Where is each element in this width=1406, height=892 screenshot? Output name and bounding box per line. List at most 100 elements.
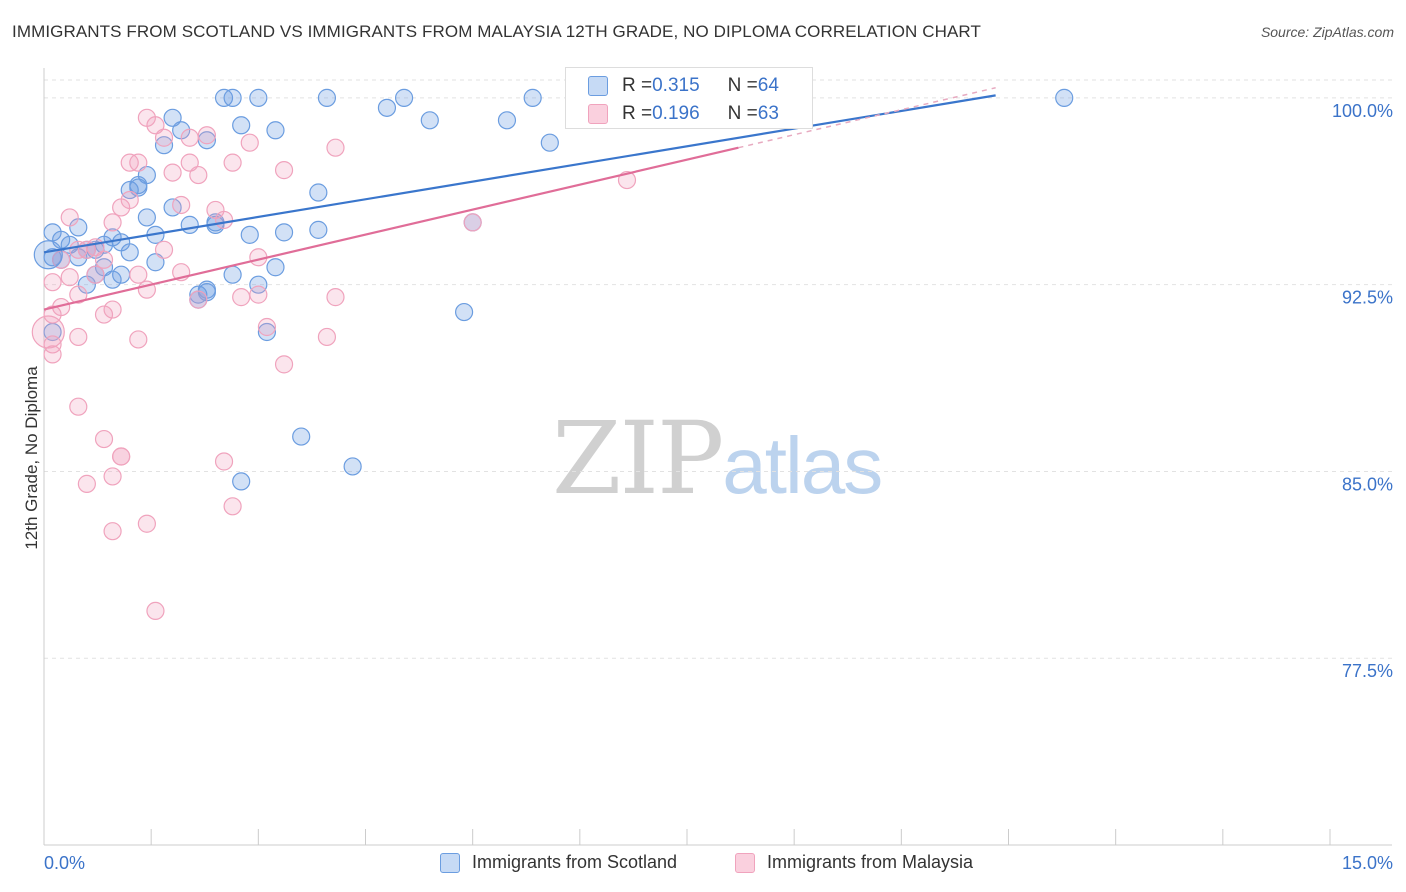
malaysia-point — [129, 153, 148, 172]
malaysia-point — [86, 265, 105, 284]
malaysia-point — [60, 268, 79, 287]
malaysia-point — [317, 327, 337, 347]
scotland-point — [377, 98, 397, 117]
scotland-trend-line — [43, 94, 996, 254]
malaysia-point — [214, 210, 234, 230]
malaysia-point — [154, 128, 174, 147]
malaysia-point — [180, 153, 199, 172]
legend-swatch-scotland — [440, 852, 460, 873]
scotland-point — [33, 240, 63, 270]
malaysia-point — [129, 265, 148, 284]
scotland-point — [540, 133, 559, 152]
n-label-scotland: N = — [727, 75, 758, 96]
legend-item-scotland[interactable]: Immigrants from Scotland — [440, 852, 677, 873]
scotland-point — [454, 302, 474, 322]
r-label-malaysia: R = — [622, 103, 653, 124]
malaysia-point — [94, 250, 114, 269]
scotland-point — [240, 225, 259, 244]
scotland-point — [420, 111, 439, 130]
malaysia-trend-line — [43, 146, 739, 311]
malaysia-point — [240, 133, 259, 152]
malaysia-trend-extension — [738, 87, 996, 149]
axes — [43, 68, 1392, 846]
scotland-point — [309, 220, 328, 239]
scotland-point — [154, 136, 174, 155]
scotland-point — [249, 275, 268, 294]
watermark-zip: ZIP — [552, 400, 724, 517]
scotland-point — [223, 265, 242, 284]
malaysia-point — [43, 345, 62, 364]
malaysia-point — [326, 288, 345, 307]
malaysia-point — [69, 327, 88, 347]
malaysia-point — [326, 138, 345, 157]
malaysia-point — [43, 273, 62, 292]
r-value-malaysia: 0.196 — [652, 103, 700, 124]
stats-row-scotland: R = 0.315 N = 64 — [588, 75, 779, 97]
x-tick-label-max: 15.0% — [1342, 853, 1393, 873]
malaysia-point — [120, 190, 139, 210]
malaysia-point — [249, 285, 268, 304]
malaysia-point — [94, 429, 114, 449]
legend-label-scotland: Immigrants from Scotland — [472, 852, 678, 872]
legend-label-malaysia: Immigrants from Malaysia — [767, 852, 974, 872]
scotland-point — [146, 253, 165, 272]
gridlines — [44, 79, 1392, 659]
malaysia-point — [223, 153, 242, 172]
scotland-point — [180, 215, 199, 234]
y-tick-label: 92.5% — [1342, 288, 1393, 308]
scotland-point — [137, 208, 156, 227]
r-label-scotland: R = — [622, 75, 653, 96]
tick-labels: 77.5% 85.0% 92.5% 100.0% 0.0% 15.0% 12th Grade… — [22, 101, 1393, 873]
malaysia-point — [103, 300, 122, 319]
malaysia-point — [146, 116, 165, 135]
scotland-point — [309, 183, 328, 202]
malaysia-point — [197, 126, 216, 145]
malaysia-point — [274, 355, 294, 374]
scotland-point — [232, 116, 251, 135]
y-tick-label: 77.5% — [1342, 661, 1393, 681]
stats-legend: R = 0.315 N = 64 R = 0.196 N = 63 — [565, 67, 813, 129]
trend-lines — [43, 87, 996, 311]
scotland-point — [120, 243, 139, 262]
n-value-scotland: 64 — [757, 75, 779, 96]
malaysia-point — [77, 474, 96, 493]
chart-source: Source: ZipAtlas.com — [1260, 24, 1394, 40]
watermark-atlas: atlas — [722, 421, 883, 510]
malaysia-point — [31, 315, 65, 349]
chart-title: IMMIGRANTS FROM SCOTLAND VS IMMIGRANTS F… — [12, 22, 981, 41]
scotland-point — [103, 270, 122, 289]
malaysia-point — [180, 128, 199, 147]
scotland-point — [1055, 88, 1074, 107]
scotland-point — [266, 121, 285, 140]
scotland-point — [497, 111, 517, 130]
scotland-point — [343, 457, 362, 476]
data-points — [31, 88, 1074, 621]
scotland-point — [129, 178, 148, 197]
scotland-point — [274, 223, 294, 242]
malaysia-point — [257, 317, 277, 337]
x-tick-label-min: 0.0% — [44, 853, 85, 873]
malaysia-point — [146, 601, 165, 621]
scotland-point — [232, 472, 251, 491]
scotland-point — [317, 88, 337, 107]
scotland-point — [249, 88, 268, 107]
malaysia-swatch — [588, 104, 608, 124]
malaysia-point — [274, 161, 294, 180]
y-tick-label: 85.0% — [1342, 474, 1393, 494]
scotland-point — [523, 88, 542, 107]
malaysia-point — [172, 195, 191, 215]
malaysia-point — [189, 290, 208, 309]
malaysia-point — [463, 213, 482, 232]
stats-row-malaysia: R = 0.196 N = 63 — [588, 103, 779, 125]
malaysia-point — [69, 285, 88, 304]
scotland-swatch — [588, 76, 608, 96]
malaysia-point — [103, 467, 122, 486]
malaysia-point — [94, 305, 114, 324]
malaysia-point — [69, 397, 88, 416]
r-value-scotland: 0.315 — [652, 75, 700, 96]
malaysia-point — [112, 447, 131, 466]
malaysia-point — [103, 522, 122, 541]
legend-item-malaysia[interactable]: Immigrants from Malaysia — [735, 852, 973, 873]
legend-swatch-malaysia — [735, 852, 755, 873]
